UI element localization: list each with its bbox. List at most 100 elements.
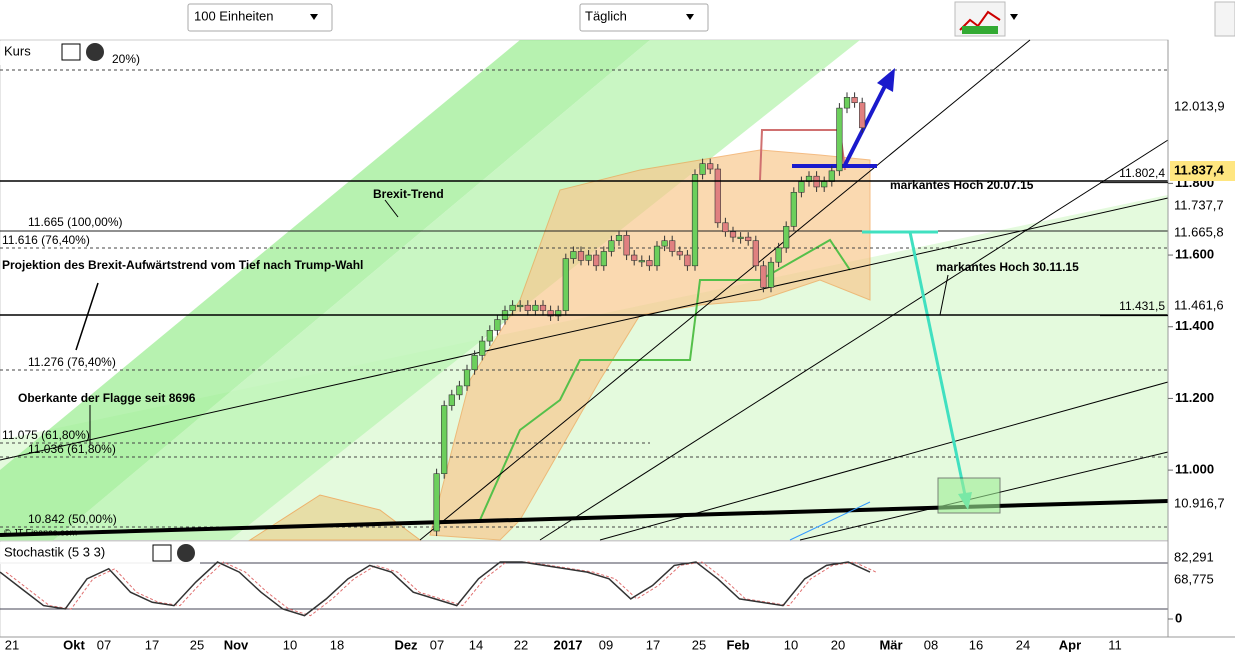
candle bbox=[570, 251, 577, 259]
pointer bbox=[384, 199, 399, 218]
annotation: markantes Hoch 30.11.15 bbox=[936, 260, 1079, 274]
candle bbox=[524, 304, 531, 311]
candle bbox=[441, 405, 448, 474]
candle bbox=[539, 304, 547, 311]
candle bbox=[608, 240, 615, 252]
x-tick-label: 11 bbox=[1108, 637, 1122, 652]
candles bbox=[433, 92, 866, 537]
candle bbox=[517, 304, 524, 308]
candle bbox=[653, 245, 661, 267]
arrow-head bbox=[877, 68, 895, 92]
x-tick-label: 14 bbox=[469, 637, 483, 652]
candle bbox=[722, 222, 729, 233]
annotation: 20%) bbox=[112, 52, 140, 66]
annotation: 11.276 (76,40%) bbox=[28, 355, 116, 369]
candle bbox=[448, 394, 455, 406]
candle bbox=[463, 369, 471, 387]
side-button[interactable] bbox=[1214, 1, 1235, 37]
x-tick-label: 22 bbox=[514, 637, 528, 652]
close-button[interactable] bbox=[86, 43, 104, 61]
candle bbox=[494, 319, 501, 331]
candle bbox=[737, 236, 744, 239]
x-tick-label: 25 bbox=[190, 637, 204, 652]
x-tick-label: 10 bbox=[784, 637, 798, 652]
candle bbox=[676, 251, 683, 256]
price-tag-bg bbox=[1170, 161, 1235, 181]
y-tick-label: 0 bbox=[1175, 610, 1182, 625]
annotation: 11.665 (100,00%) bbox=[28, 215, 123, 229]
level-label: 11.431,5 bbox=[1119, 299, 1165, 313]
x-tick-label: 24 bbox=[1016, 637, 1030, 652]
candle bbox=[775, 247, 782, 263]
level-label: 11.802,4 bbox=[1119, 166, 1165, 180]
candle bbox=[752, 240, 759, 267]
candle bbox=[691, 174, 699, 267]
price-tag: 11.461,6 bbox=[1174, 297, 1224, 312]
candle bbox=[577, 251, 585, 261]
candle bbox=[714, 168, 721, 224]
interval-dropdown[interactable] bbox=[579, 3, 709, 32]
candle bbox=[836, 107, 843, 172]
candle bbox=[486, 330, 493, 342]
candle bbox=[699, 163, 706, 175]
x-tick-label: 10 bbox=[283, 637, 297, 652]
x-tick-label: 17 bbox=[646, 637, 660, 652]
copyright: © JT-Finance.com bbox=[4, 527, 77, 537]
candle bbox=[821, 181, 828, 188]
x-tick-label: Mär bbox=[879, 637, 902, 652]
x-tick-label: 20 bbox=[831, 637, 845, 652]
candle bbox=[707, 163, 714, 170]
candle bbox=[479, 340, 486, 356]
candle bbox=[631, 254, 638, 261]
x-tick-label: 09 bbox=[599, 637, 613, 652]
window-button[interactable] bbox=[152, 544, 172, 562]
price-tag: 11.665,8 bbox=[1174, 224, 1224, 239]
x-tick-label: Nov bbox=[224, 637, 249, 652]
target-arrow bbox=[843, 81, 889, 166]
pointer bbox=[939, 274, 949, 316]
trend-line bbox=[539, 139, 1169, 541]
signal-line bbox=[479, 238, 851, 521]
y-tick-label: 11.600 bbox=[1175, 246, 1214, 261]
annotation: 11.036 (61,80%) bbox=[28, 442, 116, 456]
candle bbox=[585, 254, 592, 261]
candle bbox=[555, 310, 562, 317]
y-tick-label: 11.000 bbox=[1175, 462, 1214, 477]
x-tick-label: Okt bbox=[63, 637, 85, 652]
pointer bbox=[75, 282, 99, 351]
x-tick-label: Feb bbox=[726, 637, 749, 652]
annotation: 11.075 (61,80%) bbox=[2, 428, 90, 442]
x-tick-label: 16 bbox=[969, 637, 983, 652]
units-value: 100 Einheiten bbox=[194, 8, 274, 23]
trend-line bbox=[0, 197, 1169, 461]
x-tick-label: Apr bbox=[1059, 637, 1081, 652]
close-button[interactable] bbox=[177, 544, 195, 562]
candle bbox=[623, 235, 630, 256]
candle bbox=[600, 251, 607, 267]
price-tag: 11.837,4 bbox=[1174, 162, 1225, 177]
stop-line bbox=[759, 129, 846, 181]
blue-line bbox=[789, 501, 871, 541]
stoch-tag: 68,775 bbox=[1174, 571, 1214, 586]
x-tick-label: 08 bbox=[924, 637, 938, 652]
units-dropdown[interactable] bbox=[187, 3, 333, 32]
candle bbox=[745, 236, 752, 242]
candle bbox=[509, 304, 516, 311]
candle bbox=[859, 102, 866, 129]
stoch-signal bbox=[5, 561, 877, 617]
dropdown-arrow bbox=[1010, 14, 1018, 20]
candle bbox=[593, 254, 600, 267]
window-button[interactable] bbox=[61, 43, 81, 61]
stoch-tag: 82,291 bbox=[1174, 549, 1214, 564]
candle bbox=[783, 226, 790, 249]
candle bbox=[433, 473, 440, 532]
panel-title: Stochastik (5 3 3) bbox=[4, 544, 105, 559]
annotation: Oberkante der Flagge seit 8696 bbox=[18, 391, 196, 405]
x-tick-label: Dez bbox=[394, 637, 418, 652]
trend-line bbox=[419, 39, 1031, 541]
panel-header bbox=[0, 542, 200, 564]
cloud bbox=[248, 494, 422, 541]
x-tick-label: 25 bbox=[692, 637, 706, 652]
interval-value: Täglich bbox=[585, 8, 627, 23]
